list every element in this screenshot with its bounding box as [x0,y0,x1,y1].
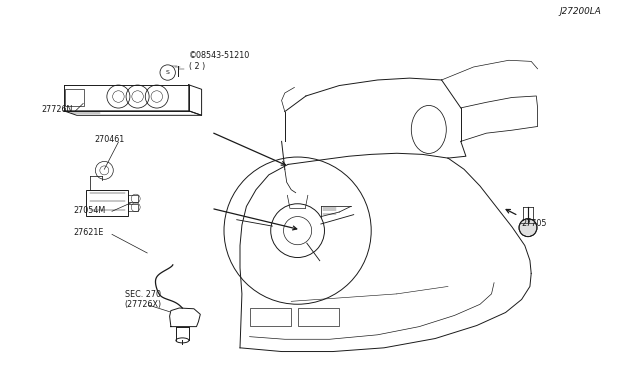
Bar [128,204,138,211]
Text: 27726N: 27726N [42,105,73,114]
Bar [128,195,138,202]
Text: 27621E: 27621E [74,228,104,237]
Text: J27200LA: J27200LA [560,7,602,16]
Bar [86,190,128,216]
Text: ©08543-51210
( 2 ): ©08543-51210 ( 2 ) [189,51,250,71]
Text: 27705: 27705 [522,219,547,228]
Bar [298,308,339,326]
Circle shape [519,219,537,237]
Bar [65,89,84,106]
Text: 270461: 270461 [95,135,125,144]
Bar [250,308,291,326]
Text: SEC. 270
(27726X): SEC. 270 (27726X) [125,290,162,309]
Text: S: S [166,70,170,75]
Text: 27054M: 27054M [74,206,106,215]
